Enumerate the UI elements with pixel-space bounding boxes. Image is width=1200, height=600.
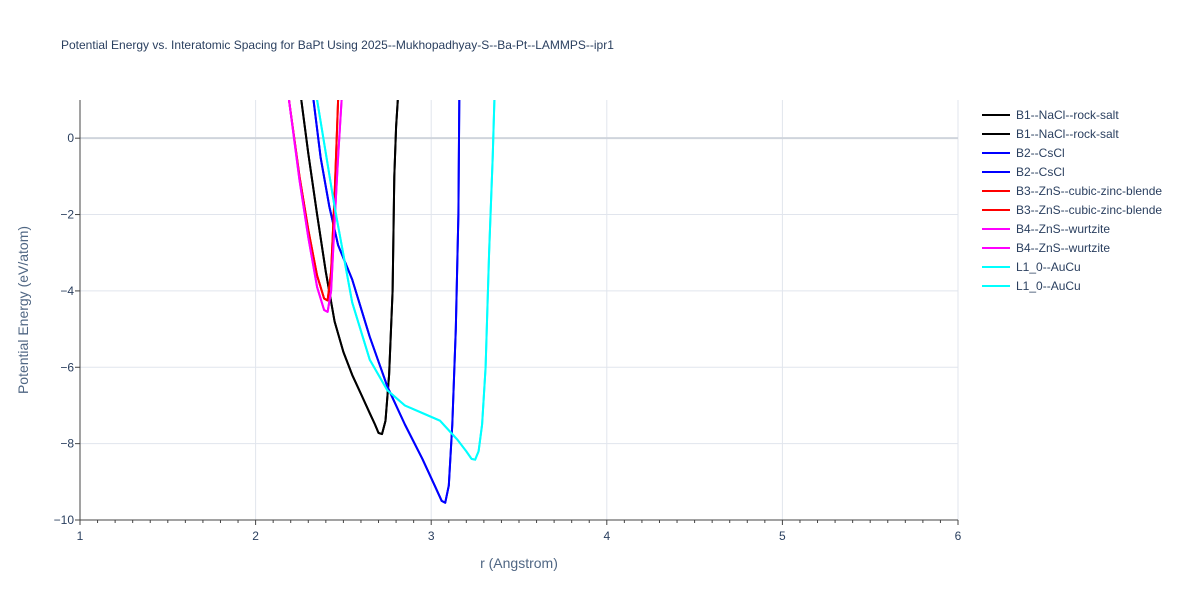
y-tick-label: 0 bbox=[67, 131, 74, 145]
x-tick-label: 6 bbox=[955, 529, 962, 543]
axes bbox=[75, 100, 959, 525]
legend-label: L1_0--AuCu bbox=[1016, 279, 1081, 293]
y-axis-title: Potential Energy (eV/atom) bbox=[15, 226, 31, 394]
y-tick-label: −6 bbox=[60, 360, 74, 374]
legend-item[interactable]: B1--NaCl--rock-salt bbox=[982, 127, 1119, 141]
legend-label: L1_0--AuCu bbox=[1016, 260, 1081, 274]
legend[interactable]: B1--NaCl--rock-salt B1--NaCl--rock-salt B2… bbox=[982, 108, 1162, 293]
legend-label: B3--ZnS--cubic-zinc-blende bbox=[1016, 203, 1162, 217]
x-tick-label: 5 bbox=[779, 529, 786, 543]
legend-item[interactable]: L1_0--AuCu bbox=[982, 260, 1081, 274]
tick-labels: 1 2 3 4 5 6 −10 −8 −6 −4 −2 0 bbox=[54, 131, 962, 543]
x-axis-title: r (Angstrom) bbox=[480, 555, 558, 571]
x-tick-label: 3 bbox=[428, 529, 435, 543]
legend-label: B4--ZnS--wurtzite bbox=[1016, 222, 1110, 236]
legend-item[interactable]: B4--ZnS--wurtzite bbox=[982, 222, 1110, 236]
legend-label: B4--ZnS--wurtzite bbox=[1016, 241, 1110, 255]
legend-label: B2--CsCl bbox=[1016, 165, 1065, 179]
series-line-b2-cscl[interactable] bbox=[312, 100, 461, 504]
legend-item[interactable]: B4--ZnS--wurtzite bbox=[982, 241, 1110, 255]
series-line-b1-nacl-rock-salt[interactable] bbox=[300, 100, 399, 436]
series-line-b4-zns-wurtzite[interactable] bbox=[288, 100, 343, 313]
chart-title: Potential Energy vs. Interatomic Spacing… bbox=[61, 38, 614, 52]
legend-item[interactable]: L1_0--AuCu bbox=[982, 279, 1081, 293]
y-tick-label: −4 bbox=[60, 284, 74, 298]
x-tick-label: 4 bbox=[603, 529, 610, 543]
series-line-l1-0-aucu[interactable] bbox=[316, 100, 496, 461]
legend-item[interactable]: B3--ZnS--cubic-zinc-blende bbox=[982, 203, 1162, 217]
legend-label: B1--NaCl--rock-salt bbox=[1016, 127, 1119, 141]
grid-lines bbox=[80, 100, 959, 520]
legend-item[interactable]: B3--ZnS--cubic-zinc-blende bbox=[982, 184, 1162, 198]
series-lines bbox=[288, 100, 496, 504]
x-tick-label: 1 bbox=[77, 529, 84, 543]
legend-item[interactable]: B1--NaCl--rock-salt bbox=[982, 108, 1119, 122]
legend-item[interactable]: B2--CsCl bbox=[982, 165, 1065, 179]
x-tick-label: 2 bbox=[252, 529, 259, 543]
y-tick-label: −10 bbox=[54, 513, 75, 527]
legend-label: B3--ZnS--cubic-zinc-blende bbox=[1016, 184, 1162, 198]
legend-item[interactable]: B2--CsCl bbox=[982, 146, 1065, 160]
legend-label: B2--CsCl bbox=[1016, 146, 1065, 160]
y-tick-label: −8 bbox=[60, 437, 74, 451]
y-tick-label: −2 bbox=[60, 208, 74, 222]
legend-label: B1--NaCl--rock-salt bbox=[1016, 108, 1119, 122]
